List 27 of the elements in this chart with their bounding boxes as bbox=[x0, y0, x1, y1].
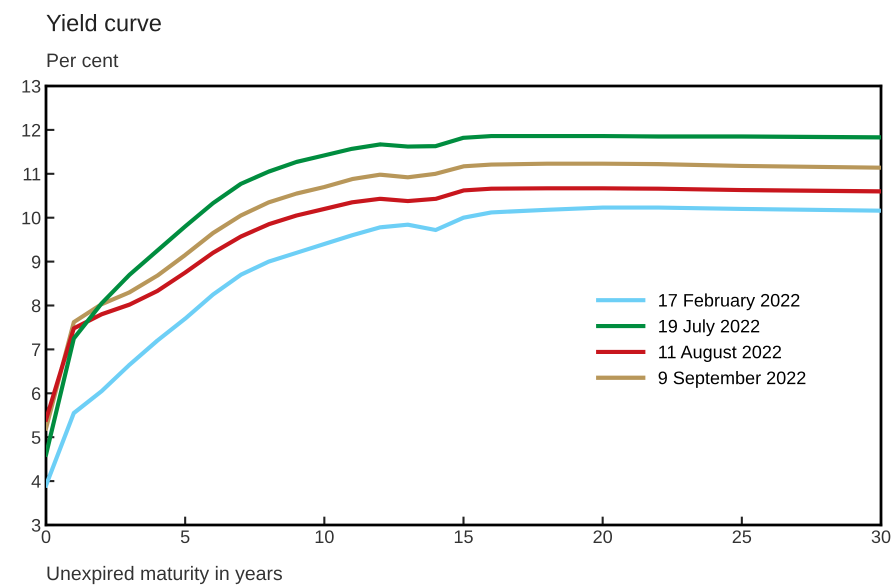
y-tick-label: 6 bbox=[32, 387, 40, 400]
y-tick-label: 12 bbox=[22, 124, 40, 136]
legend-label: 9 September 2022 bbox=[658, 370, 806, 388]
x-tick-label: 30 bbox=[872, 530, 890, 544]
legend-label: 11 August 2022 bbox=[659, 346, 782, 362]
legend-label: 17 February 2022 bbox=[659, 293, 800, 310]
x-tick-label: 25 bbox=[732, 530, 752, 544]
y-tick-label: 11 bbox=[24, 168, 40, 180]
y-tick-label: 4 bbox=[32, 475, 41, 488]
x-tick-label: 0 bbox=[42, 530, 50, 544]
y-tick-label: 5 bbox=[32, 431, 40, 444]
x-tick-label: 20 bbox=[594, 530, 612, 544]
y-tick-label: 9 bbox=[32, 256, 40, 268]
y-axis-title: Per cent bbox=[48, 54, 118, 68]
y-tick-label: 7 bbox=[32, 344, 40, 356]
x-tick-label: 5 bbox=[180, 530, 190, 544]
y-tick-label: 13 bbox=[22, 80, 40, 93]
legend-label: 19 July 2022 bbox=[659, 319, 760, 336]
chart-title: Yield curve bbox=[46, 14, 161, 32]
x-axis-title: Unexpired maturity in years bbox=[48, 566, 282, 584]
x-tick-label: 10 bbox=[316, 530, 334, 544]
line-series bbox=[46, 206, 881, 488]
x-tick-label: 15 bbox=[454, 530, 473, 544]
y-tick-label: 10 bbox=[22, 212, 40, 224]
y-tick-label: 3 bbox=[32, 518, 40, 532]
line-series bbox=[46, 134, 881, 457]
y-tick-label: 8 bbox=[32, 299, 40, 312]
